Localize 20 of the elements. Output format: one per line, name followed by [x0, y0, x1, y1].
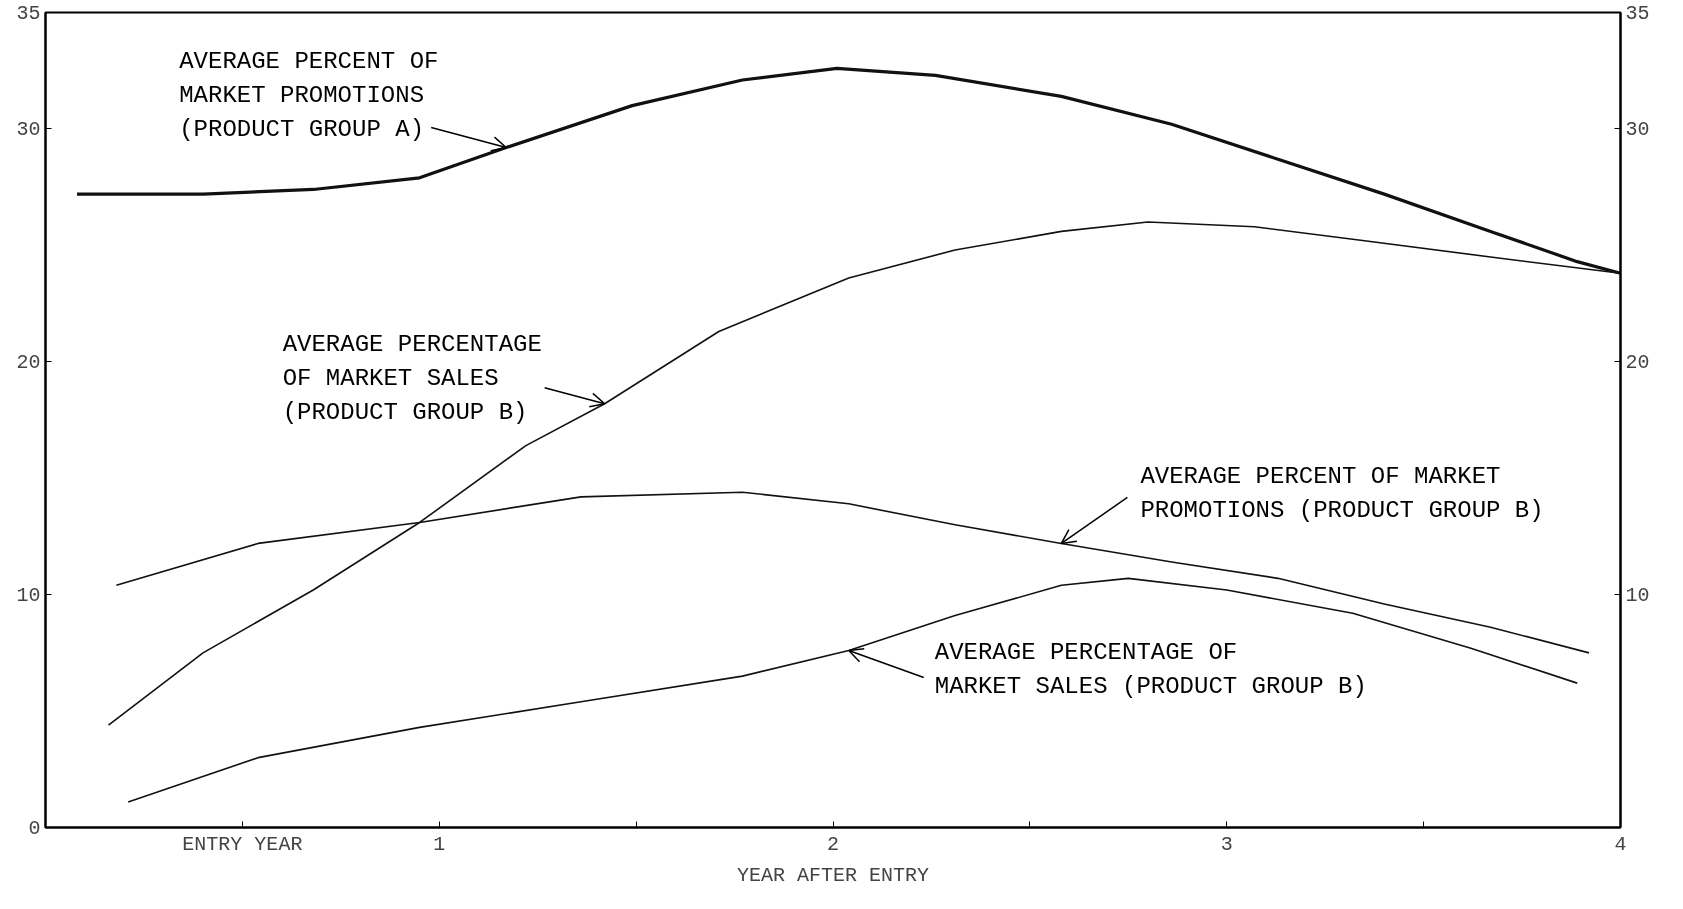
x-tick-label: 1 — [433, 832, 446, 856]
annotation: AVERAGE PERCENTAGE OF MARKET SALES (PRODUCT GROUP B) — [282, 331, 542, 426]
annotation: AVERAGE PERCENT OF MARKET PROMOTIONS (PRODUCT GROUP A) — [179, 48, 439, 143]
y2-tick-label: 30 — [1625, 118, 1650, 142]
x-tick-label: ENTRY YEAR — [182, 832, 303, 856]
y-tick-label: 20 — [16, 351, 41, 375]
y2-tick-label: 20 — [1625, 351, 1650, 375]
x-tick-label: 4 — [1614, 832, 1627, 856]
y-tick-label: 30 — [16, 118, 41, 142]
line-series — [127, 577, 1578, 803]
annotation: AVERAGE PERCENT OF MARKET PROMOTIONS (PRODUCT GROUP B) — [1140, 463, 1544, 524]
y2-tick-label: 10 — [1625, 584, 1650, 608]
x-axis-title: YEAR AFTER ENTRY — [736, 863, 930, 887]
y-tick-label: 0 — [28, 817, 41, 840]
y-tick-label: 10 — [16, 584, 41, 608]
y-tick-label: 35 — [16, 2, 41, 25]
annotation: AVERAGE PERCENTAGE OF MARKET SALES (PRODUCT GROUP B) — [934, 639, 1367, 700]
x-tick-label: 2 — [827, 832, 840, 856]
y2-tick-label: 35 — [1625, 2, 1650, 25]
x-tick-label: 3 — [1220, 832, 1233, 856]
